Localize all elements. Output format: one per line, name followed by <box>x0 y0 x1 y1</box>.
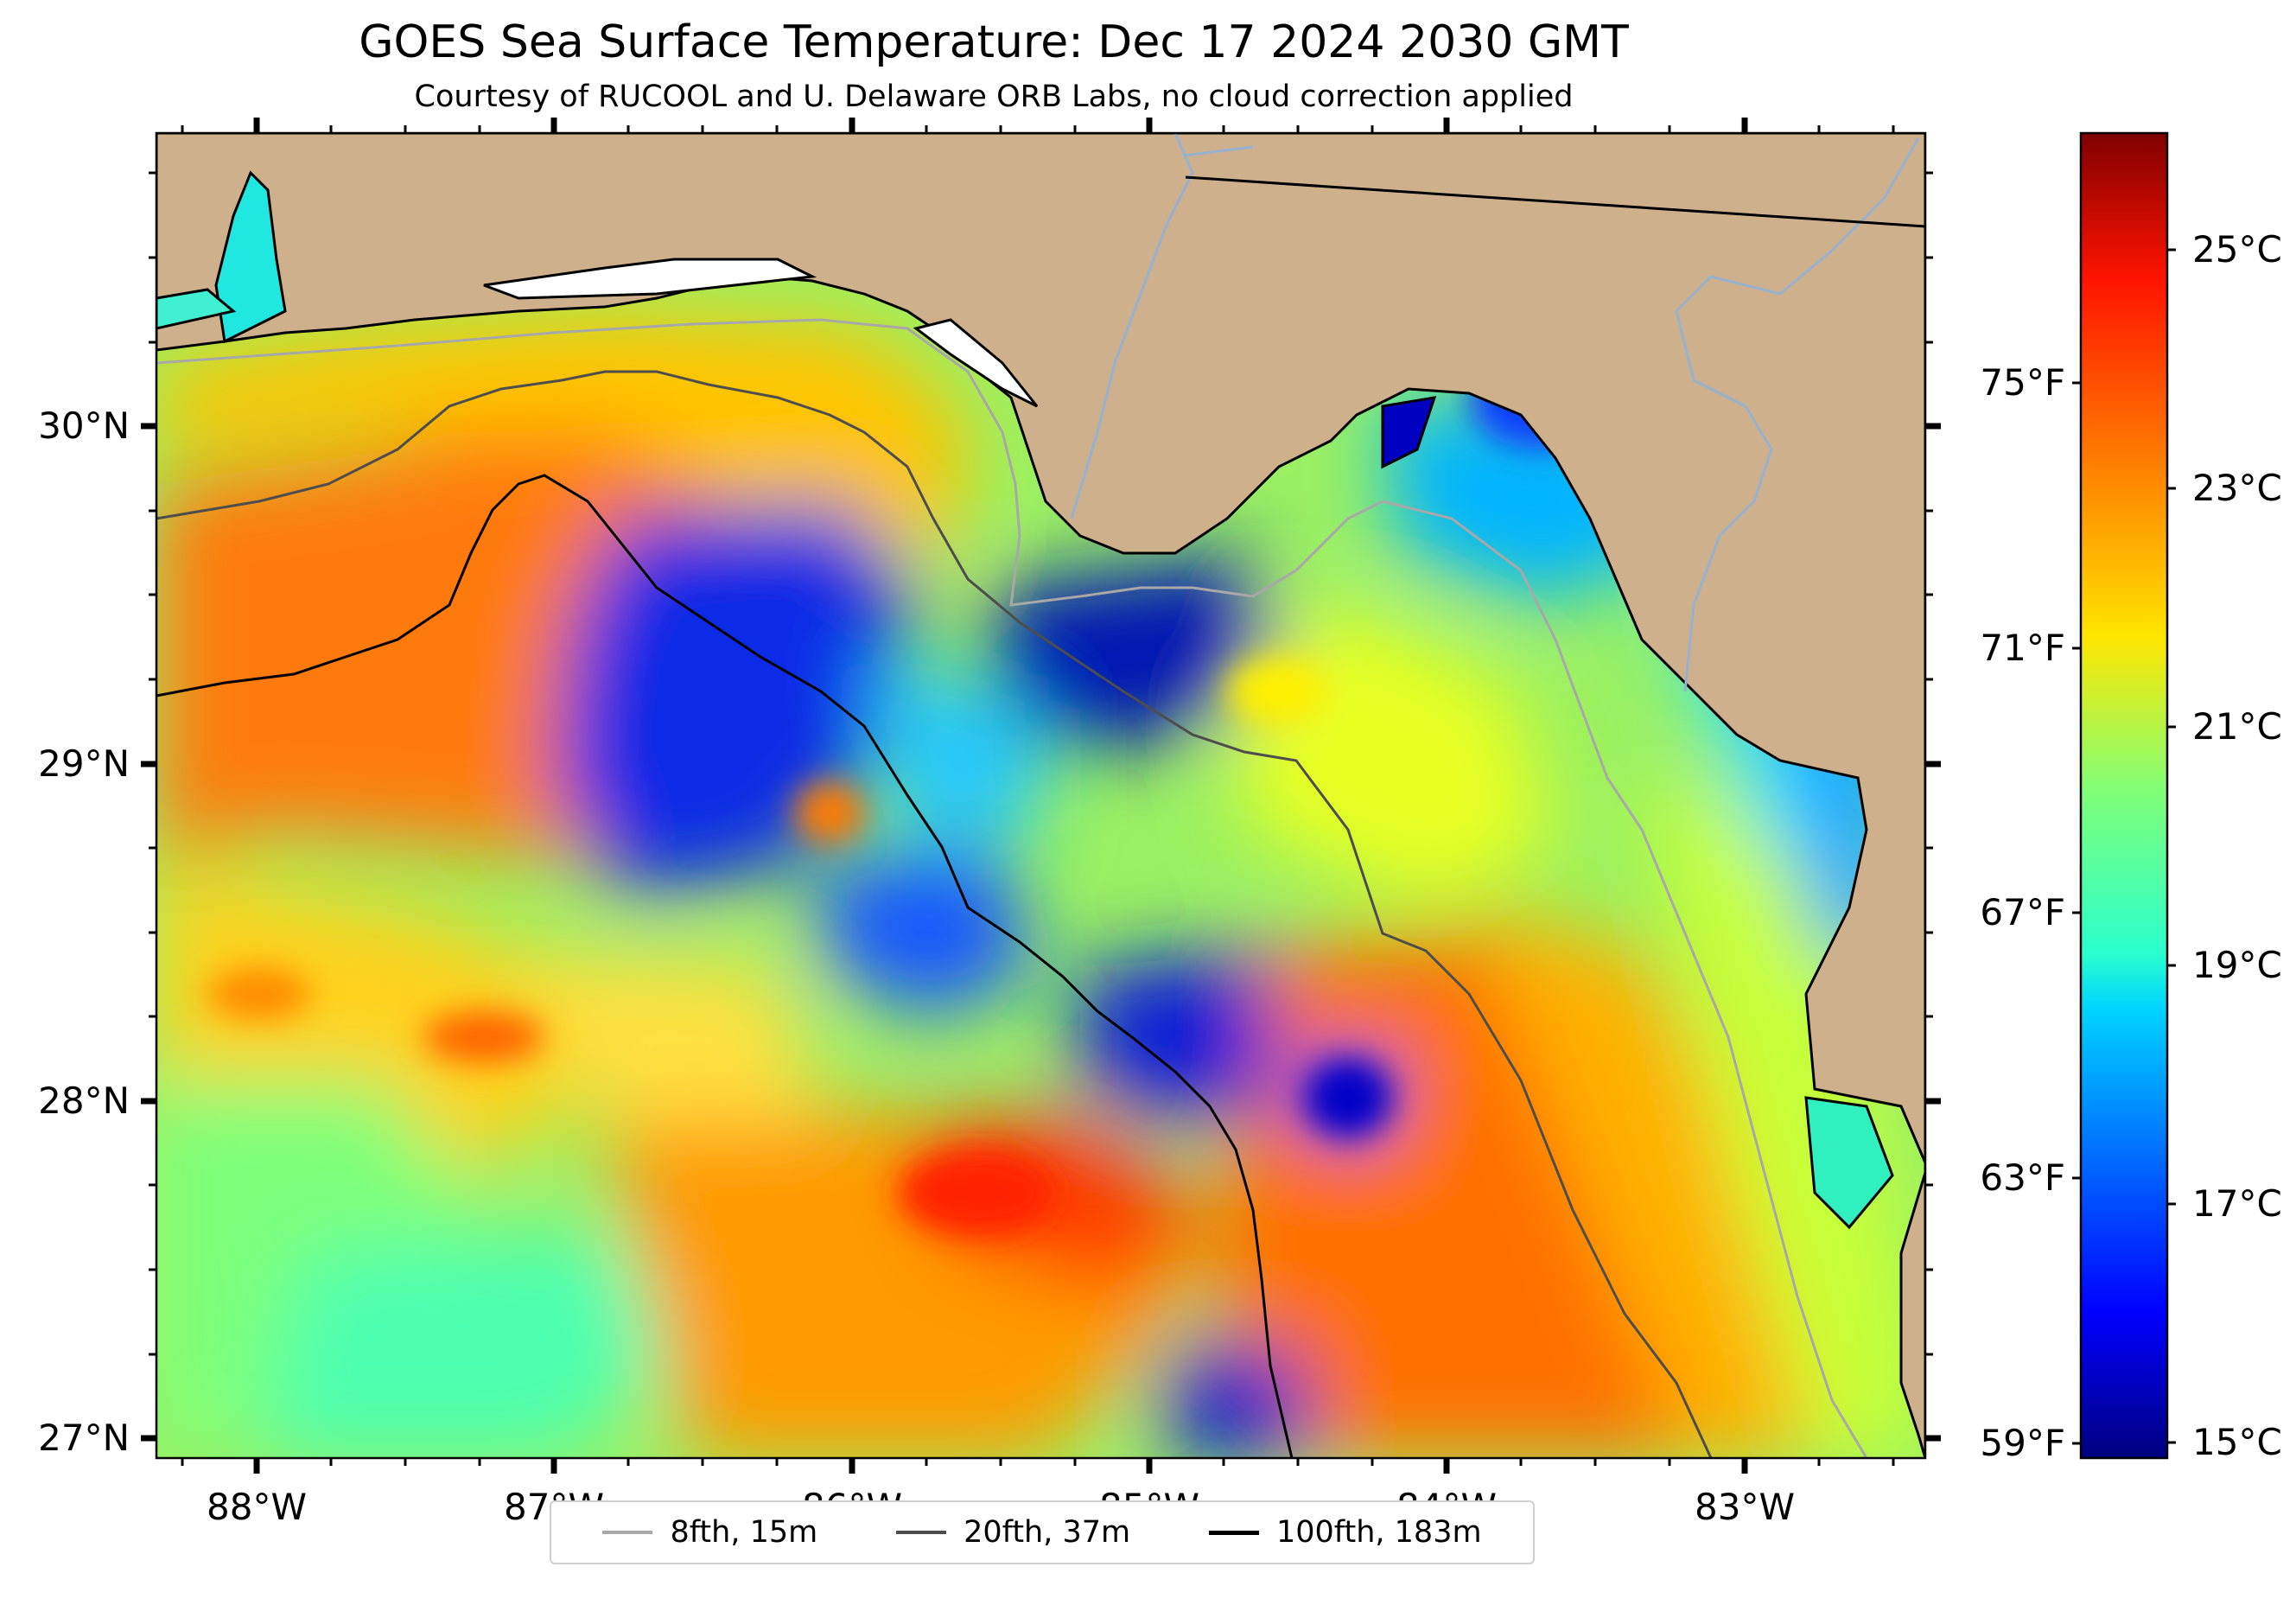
map-subtitle: Courtesy of RUCOOL and U. Delaware ORB L… <box>414 80 1574 114</box>
legend-line-20fth <box>896 1531 947 1534</box>
colorbar <box>2079 131 2169 1460</box>
colorbar-c-21: 21°C <box>2192 705 2282 748</box>
colorbar-f-67: 67°F <box>1980 891 2065 933</box>
colorbar-f-59: 59°F <box>1980 1422 2065 1464</box>
colorbar-c-25: 25°C <box>2192 228 2282 271</box>
contour-legend: 8fth, 15m 20fth, 37m 100fth, 183m <box>550 1500 1535 1564</box>
contour-8fth <box>156 318 1868 1458</box>
contour-20fth <box>156 370 1713 1458</box>
state-border <box>1185 175 1925 228</box>
colorbar-ticks <box>2072 248 2176 1445</box>
lon-major-ticks <box>253 118 1748 1474</box>
mobile-bay <box>214 170 287 344</box>
colorbar-f-75: 75°F <box>1980 361 2065 404</box>
legend-item-100fth: 100fth, 183m <box>1208 1515 1482 1550</box>
legend-line-100fth <box>1208 1530 1259 1535</box>
land-mass <box>156 133 1925 1458</box>
lat-label-29n: 29°N <box>38 742 130 785</box>
lon-label-83w: 83°W <box>1695 1486 1795 1528</box>
bathymetry-contours <box>156 318 1868 1458</box>
map-area[interactable] <box>156 133 1927 1458</box>
sst-field <box>156 311 1925 1458</box>
legend-item-8fth: 8fth, 15m <box>602 1515 817 1550</box>
lat-label-30n: 30°N <box>38 404 130 447</box>
lat-label-27n: 27°N <box>38 1417 130 1459</box>
legend-label-20fth: 20fth, 37m <box>964 1515 1131 1550</box>
contour-100fth <box>156 474 1294 1458</box>
legend-line-8fth <box>602 1531 653 1534</box>
lon-label-88w: 88°W <box>207 1486 307 1528</box>
legend-label-8fth: 8fth, 15m <box>670 1515 818 1550</box>
colorbar-c-15: 15°C <box>2192 1421 2282 1463</box>
colorbar-f-71: 71°F <box>1980 627 2065 669</box>
map-title: GOES Sea Surface Temperature: Dec 17 202… <box>359 16 1629 68</box>
rivers <box>1070 133 1920 692</box>
colorbar-f-63: 63°F <box>1980 1156 2065 1199</box>
minor-ticks <box>149 125 1933 1466</box>
colorbar-c-17: 17°C <box>2192 1182 2282 1225</box>
colorbar-c-19: 19°C <box>2192 944 2282 986</box>
legend-label-100fth: 100fth, 183m <box>1275 1515 1482 1550</box>
lat-label-28n: 28°N <box>38 1079 130 1122</box>
lat-major-ticks <box>141 423 1941 1442</box>
colorbar-c-23: 23°C <box>2192 467 2282 509</box>
legend-item-20fth: 20fth, 37m <box>896 1515 1130 1550</box>
map-frame <box>155 131 1927 1460</box>
